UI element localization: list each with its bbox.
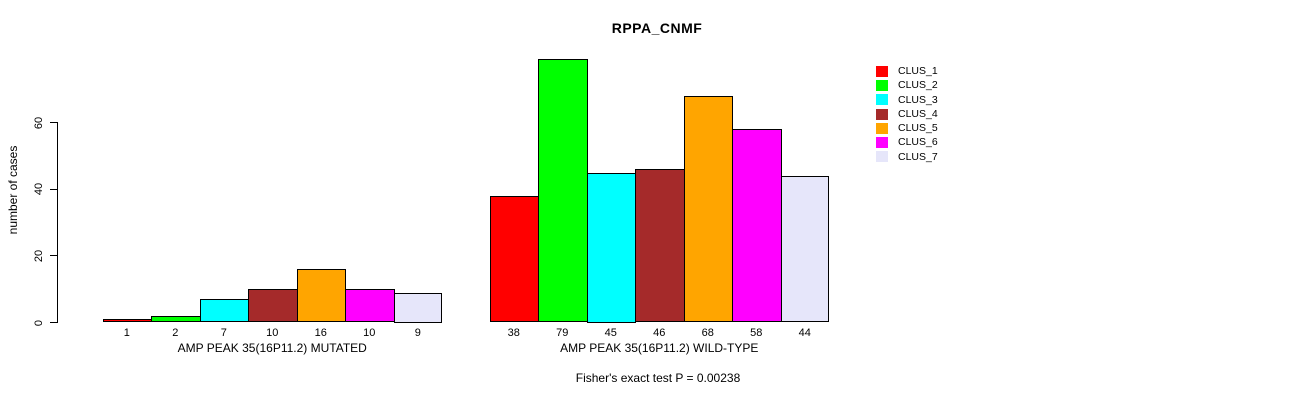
bar-value-mutated-CLUS_4: 10 bbox=[266, 327, 279, 339]
bar-mutated-CLUS_1 bbox=[102, 319, 152, 323]
bar-value-wild-type-CLUS_7: 44 bbox=[798, 327, 811, 339]
bar-wild-type-CLUS_4 bbox=[635, 169, 685, 323]
bar-value-mutated-CLUS_1: 1 bbox=[123, 327, 130, 339]
legend-swatch-CLUS_6 bbox=[876, 137, 888, 149]
legend-label-CLUS_4: CLUS_4 bbox=[898, 107, 938, 120]
bar-mutated-CLUS_3 bbox=[199, 299, 249, 323]
legend-row-CLUS_3: CLUS_3 bbox=[876, 93, 938, 107]
legend-swatch-CLUS_7 bbox=[876, 151, 888, 163]
y-tick-mark-40 bbox=[50, 188, 58, 190]
chart-title: RPPA_CNMF bbox=[611, 20, 703, 36]
legend: CLUS_1 CLUS_2 CLUS_3 CLUS_4 CLUS_5 CLUS_6 CLUS… bbox=[876, 64, 938, 164]
y-tick-mark-20 bbox=[50, 255, 58, 257]
bar-value-wild-type-CLUS_2: 79 bbox=[556, 327, 569, 339]
bar-value-wild-type-CLUS_5: 68 bbox=[701, 327, 714, 339]
y-tick-mark-0 bbox=[50, 322, 58, 323]
bar-wild-type-CLUS_5 bbox=[683, 95, 733, 323]
legend-swatch-CLUS_4 bbox=[876, 108, 888, 120]
group-label-mutated: AMP PEAK 35(16P11.2) MUTATED bbox=[177, 341, 367, 355]
fisher-test-note: Fisher's exact test P = 0.00238 bbox=[575, 371, 741, 385]
bar-mutated-CLUS_6 bbox=[345, 289, 395, 323]
legend-label-CLUS_5: CLUS_5 bbox=[898, 122, 938, 135]
bar-mutated-CLUS_4 bbox=[248, 289, 298, 323]
legend-row-CLUS_1: CLUS_1 bbox=[876, 64, 938, 78]
bar-value-mutated-CLUS_7: 9 bbox=[414, 327, 421, 339]
bar-wild-type-CLUS_1 bbox=[489, 195, 539, 323]
bar-value-mutated-CLUS_5: 16 bbox=[314, 327, 327, 339]
bar-value-wild-type-CLUS_3: 45 bbox=[604, 327, 617, 339]
legend-swatch-CLUS_1 bbox=[876, 65, 888, 77]
y-tick-label-20: 20 bbox=[33, 249, 45, 262]
legend-row-CLUS_2: CLUS_2 bbox=[876, 78, 938, 92]
bar-value-wild-type-CLUS_6: 58 bbox=[750, 327, 763, 339]
y-tick-label-40: 40 bbox=[33, 183, 45, 196]
legend-swatch-CLUS_5 bbox=[876, 122, 888, 134]
bar-value-mutated-CLUS_2: 2 bbox=[172, 327, 179, 339]
legend-row-CLUS_5: CLUS_5 bbox=[876, 121, 938, 135]
bar-value-mutated-CLUS_6: 10 bbox=[363, 327, 376, 339]
y-axis-label: number of cases bbox=[6, 145, 20, 235]
legend-label-CLUS_2: CLUS_2 bbox=[898, 79, 938, 92]
bar-wild-type-CLUS_2 bbox=[538, 59, 588, 323]
y-axis-line bbox=[57, 122, 58, 323]
legend-label-CLUS_3: CLUS_3 bbox=[898, 93, 938, 106]
group-label-wild-type: AMP PEAK 35(16P11.2) WILD-TYPE bbox=[560, 341, 759, 355]
y-tick-label-0: 0 bbox=[33, 319, 45, 326]
bar-value-mutated-CLUS_3: 7 bbox=[220, 327, 227, 339]
legend-row-CLUS_4: CLUS_4 bbox=[876, 107, 938, 121]
bar-mutated-CLUS_2 bbox=[151, 315, 201, 323]
y-tick-label-60: 60 bbox=[33, 116, 45, 129]
legend-row-CLUS_7: CLUS_7 bbox=[876, 150, 938, 164]
bar-mutated-CLUS_7 bbox=[393, 292, 442, 323]
legend-swatch-CLUS_2 bbox=[876, 79, 888, 91]
bar-wild-type-CLUS_7 bbox=[780, 175, 829, 323]
legend-label-CLUS_1: CLUS_1 bbox=[898, 65, 938, 77]
legend-label-CLUS_7: CLUS_7 bbox=[898, 150, 938, 163]
legend-swatch-CLUS_3 bbox=[876, 94, 888, 106]
legend-row-CLUS_6: CLUS_6 bbox=[876, 135, 938, 149]
bar-value-wild-type-CLUS_4: 46 bbox=[653, 327, 666, 339]
bar-wild-type-CLUS_3 bbox=[586, 172, 636, 323]
bar-mutated-CLUS_5 bbox=[296, 269, 346, 323]
bar-wild-type-CLUS_6 bbox=[732, 129, 782, 323]
y-tick-mark-60 bbox=[50, 122, 58, 123]
legend-label-CLUS_6: CLUS_6 bbox=[898, 136, 938, 149]
bar-value-wild-type-CLUS_1: 38 bbox=[507, 327, 520, 339]
